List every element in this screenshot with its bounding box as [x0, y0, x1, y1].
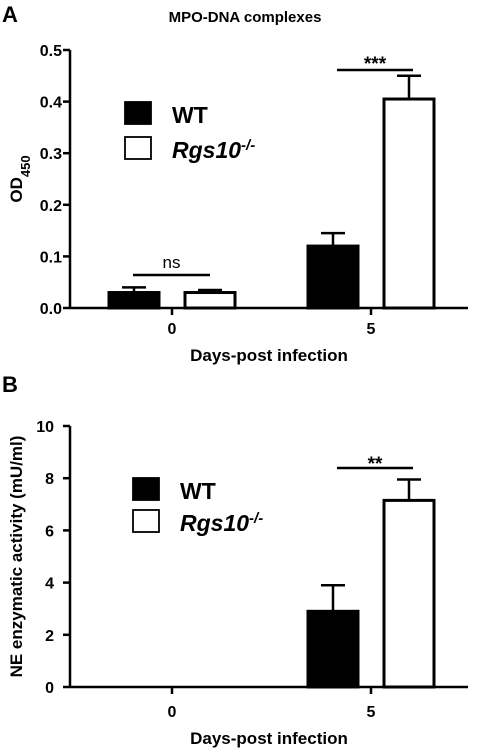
- bar-wt-day-0: [107, 291, 161, 310]
- legend-label-wt: WT: [172, 102, 208, 128]
- legend-label-rgs10: Rgs10-/-: [172, 137, 255, 164]
- y-tick-label: 0.5: [40, 43, 62, 60]
- chart-panel-b: B 0 2 4 6 8 10 NE enzymatic activity (mU/ml) 0 5 D…: [2, 372, 468, 748]
- y-tick-label: 0.3: [40, 146, 62, 163]
- legend-label-wt: WT: [180, 478, 216, 504]
- legend-swatch-wt: [132, 477, 160, 501]
- y-axis-label: NE enzymatic activity (mU/ml): [7, 436, 26, 678]
- chart-panel-a: A MPO-DNA complexes 0.0 0.1 0.2 0.3 0.4 0.5 OD45…: [2, 2, 468, 365]
- y-axis-label: OD450: [7, 155, 33, 202]
- bar-wt-day-5: [306, 244, 360, 310]
- panel-letter: A: [2, 2, 18, 27]
- panel-letter: B: [2, 372, 18, 397]
- x-tick-label: 5: [367, 704, 376, 721]
- y-tick-label: 4: [45, 576, 54, 593]
- y-tick-label: 0.0: [40, 301, 62, 318]
- bar-rgs10-day-5: [382, 498, 436, 689]
- legend-swatch-rgs10: [132, 509, 160, 533]
- y-tick-label: 0.1: [40, 249, 62, 266]
- y-tick-label: 6: [45, 523, 54, 540]
- y-tick-label: 0: [45, 680, 54, 697]
- x-tick-label: 5: [367, 321, 376, 338]
- legend-swatch-rgs10: [124, 136, 152, 160]
- chart-title: MPO-DNA complexes: [169, 9, 322, 26]
- x-axis-label: Days-post infection: [190, 346, 348, 365]
- legend-label-rgs10: Rgs10-/-: [180, 510, 263, 537]
- bar-wt-day-5: [306, 609, 360, 689]
- bar-rgs10-day-5: [382, 97, 436, 310]
- y-tick-label: 0.4: [40, 95, 62, 112]
- significance-label: ns: [163, 253, 181, 272]
- bar-rgs10-day-0: [183, 291, 237, 310]
- significance-label: **: [368, 454, 383, 475]
- legend-swatch-wt: [124, 101, 152, 125]
- y-tick-label: 10: [36, 419, 54, 436]
- significance-label: ***: [364, 54, 387, 75]
- y-tick-label: 0.2: [40, 198, 62, 215]
- x-tick-label: 0: [168, 321, 177, 338]
- x-tick-label: 0: [168, 704, 177, 721]
- x-axis-label: Days-post infection: [190, 729, 348, 748]
- y-tick-label: 8: [45, 471, 54, 488]
- y-tick-label: 2: [45, 628, 54, 645]
